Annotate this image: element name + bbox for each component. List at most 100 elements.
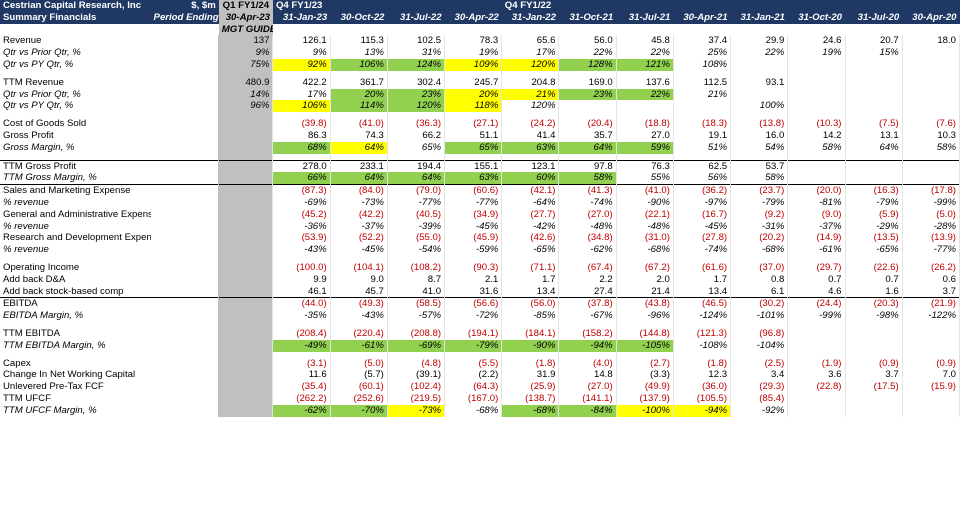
data-cell: -29% [845, 220, 903, 233]
data-cell: -98% [845, 310, 903, 322]
data-cell: 18.0 [902, 35, 960, 48]
data-cell: (9.0) [787, 208, 846, 221]
table-row: EBITDA Margin, % -35% -43% -57% -72% -85% -67%… [0, 310, 960, 322]
data-cell: 0.7 [787, 273, 846, 286]
table-row: Cost of Goods Sold (39.8) (41.0) (36.3) (27.… [0, 118, 960, 130]
table-row: TTM Gross Profit 278.0 233.1 194.4 155.1 123.… [0, 159, 960, 173]
row-label: % revenue [3, 244, 49, 256]
data-cell [845, 172, 903, 185]
data-cell: -99% [787, 310, 846, 322]
period-date: 31-Jan-22 [501, 11, 559, 24]
table-row: Operating Income (100.0) (104.1) (108.2) (90… [0, 261, 960, 274]
table-row: Qtr vs PY Qtr, % 96% 106% 114% 120% 118% 120% 1… [0, 100, 960, 113]
data-cell: (15.9) [902, 381, 960, 393]
data-cell: (60.6) [444, 184, 503, 197]
data-cell: -31% [730, 220, 789, 233]
row-label: TTM EBITDA Margin, % [3, 339, 106, 351]
data-cell: (108.2) [387, 261, 446, 274]
row-label: Qtr vs PY Qtr, % [3, 58, 74, 70]
row-label: TTM Gross Profit [0, 159, 151, 173]
data-cell: 31.9 [501, 369, 560, 382]
data-cell: -85% [501, 310, 560, 322]
data-cell [787, 172, 846, 185]
data-cell: 20% [330, 88, 388, 101]
data-cell: (17.5) [845, 381, 903, 393]
data-cell: 11.6 [272, 369, 331, 382]
data-cell: 75% [218, 58, 274, 71]
data-cell: (100.0) [272, 261, 331, 274]
data-cell: (5.9) [845, 208, 903, 221]
data-cell: 121% [616, 58, 674, 71]
data-cell: 9.0 [330, 273, 388, 286]
data-cell: (39.1) [387, 369, 446, 382]
table-row: Unlevered Pre-Tax FCF (35.4) (60.1) (102.4)… [0, 381, 960, 393]
data-cell: (0.9) [845, 357, 903, 370]
row-label: Gross Profit [3, 129, 54, 141]
data-cell: -57% [387, 310, 446, 322]
data-cell [730, 88, 789, 101]
data-cell: -77% [387, 196, 446, 209]
data-cell: 65% [387, 141, 446, 154]
data-cell: -69% [387, 339, 446, 352]
table-row: Gross Margin, % 68% 64% 65% 65% 63% 64% 59% 51% 5… [0, 141, 960, 154]
data-cell: 8.7 [387, 273, 446, 286]
financials-table: Cestrian Capital Research, Inc $, $m Q1 … [0, 0, 960, 417]
data-cell [902, 172, 960, 185]
data-cell: 55% [616, 172, 674, 185]
data-cell [902, 88, 960, 101]
data-cell: (67.4) [558, 261, 617, 274]
table-row [0, 153, 960, 161]
period-date: 31-Oct-20 [787, 11, 845, 24]
data-cell: 63% [501, 141, 560, 154]
data-cell: 14.8 [558, 369, 617, 382]
data-cell: (27.0) [558, 208, 617, 221]
data-cell: 58% [730, 172, 789, 185]
data-cell: (10.3) [787, 118, 846, 130]
data-cell: 9% [272, 47, 331, 59]
row-label: EBITDA [0, 297, 151, 311]
row-label: Qtr vs Prior Qtr, % [3, 47, 81, 59]
data-cell: -68% [730, 244, 789, 256]
data-cell: -72% [444, 310, 503, 322]
data-cell: 9% [218, 47, 274, 59]
row-label: Qtr vs PY Qtr, % [3, 100, 74, 112]
data-cell: -101% [730, 310, 789, 322]
data-cell: (2.5) [730, 357, 789, 370]
table-row [0, 112, 960, 119]
data-cell: 27.4 [558, 285, 617, 298]
data-cell: (90.3) [444, 261, 503, 274]
table-row: Gross Profit 86.3 74.3 66.2 51.1 41.4 35.7 27.0… [0, 129, 960, 142]
table-row: TTM UFCF Margin, % -62% -70% -73% -68% -68% -8… [0, 404, 960, 417]
data-cell: (16.7) [673, 208, 732, 221]
data-cell: (3.3) [616, 369, 674, 382]
data-cell: -61% [330, 339, 388, 352]
period-label: Period Ending [150, 11, 219, 24]
data-cell: 169.0 [558, 76, 617, 89]
data-cell: (17.8) [902, 184, 960, 197]
table-row: Revenue 137 126.1 115.3 102.5 78.3 65.6 56.0 45.… [0, 35, 960, 48]
period-date: 30-Apr-23 [218, 11, 273, 24]
data-cell: -97% [673, 196, 732, 209]
data-cell: (158.2) [558, 327, 617, 340]
data-cell: -42% [501, 220, 560, 233]
data-cell: (24.4) [787, 297, 846, 311]
data-cell: (5.7) [330, 369, 388, 382]
data-cell: (39.8) [272, 118, 331, 130]
data-cell: -28% [902, 220, 960, 233]
data-cell: (23.7) [730, 184, 789, 197]
data-cell: -37% [330, 220, 388, 233]
data-cell: (121.3) [673, 327, 732, 340]
table-row: TTM Revenue 480.9 422.2 361.7 302.4 245.7 204.… [0, 76, 960, 89]
row-label: TTM UFCF Margin, % [3, 404, 97, 416]
data-cell: (1.8) [673, 357, 732, 370]
data-cell: -68% [444, 404, 503, 417]
data-cell: 2.0 [616, 273, 674, 286]
data-cell: (21.9) [902, 297, 960, 311]
data-cell [902, 76, 960, 89]
data-cell [616, 100, 674, 113]
data-cell: (22.1) [616, 208, 674, 221]
data-cell: 2.1 [444, 273, 503, 286]
data-cell: (36.0) [673, 381, 732, 393]
data-cell: 46.1 [272, 285, 331, 298]
data-cell: 245.7 [444, 76, 503, 89]
